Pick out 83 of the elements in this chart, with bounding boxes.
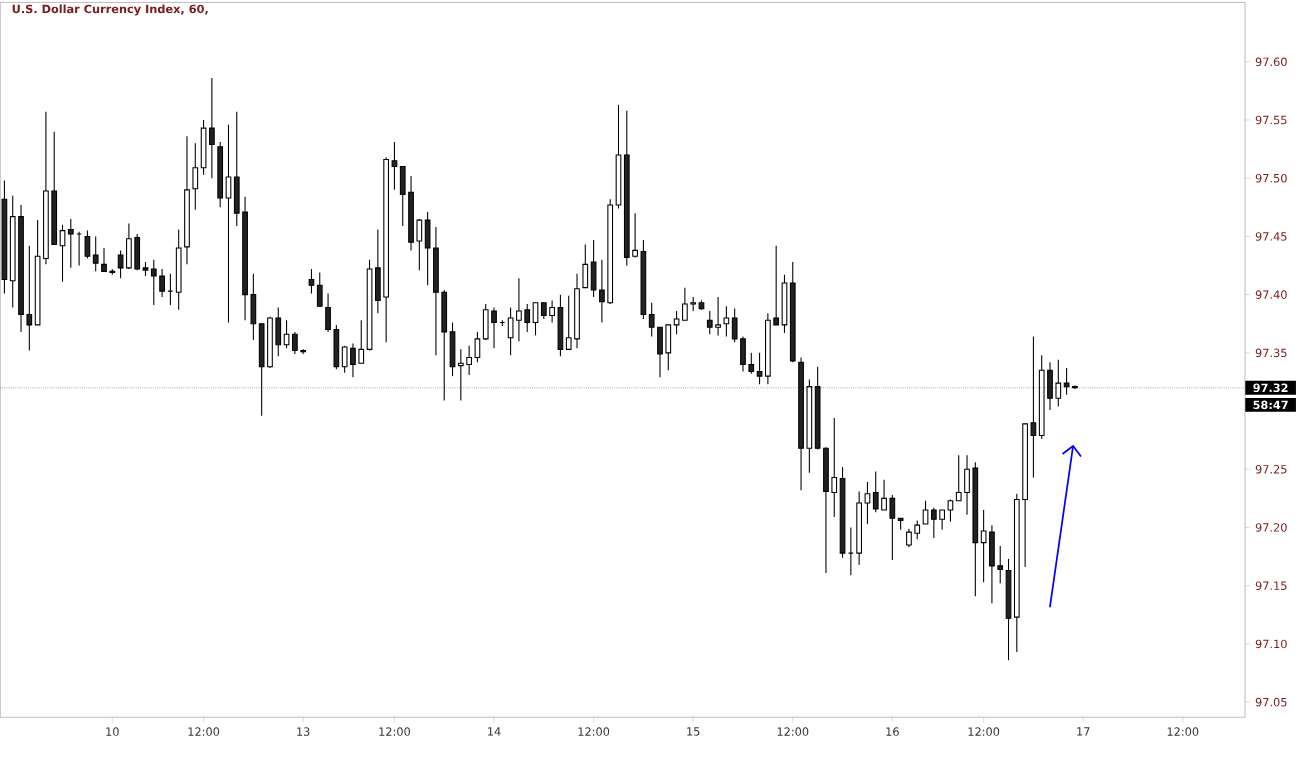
candlestick bbox=[889, 494, 896, 561]
candlestick bbox=[715, 296, 721, 336]
y-tick-label: 97.50 bbox=[1255, 173, 1287, 183]
candlestick bbox=[325, 292, 331, 333]
candlestick bbox=[283, 319, 290, 349]
y-tick-label: 97.25 bbox=[1255, 464, 1287, 474]
candlestick bbox=[549, 299, 555, 323]
candlestick bbox=[872, 470, 879, 513]
chart-title: U.S. Dollar Currency Index, 60, bbox=[12, 4, 208, 16]
x-tick-label: 12:00 bbox=[777, 727, 809, 736]
y-tick-label: 97.15 bbox=[1255, 581, 1287, 590]
x-tick-label: 12:00 bbox=[968, 727, 1000, 736]
candlestick bbox=[159, 268, 165, 298]
candlestick bbox=[673, 310, 680, 335]
candlestick bbox=[350, 342, 356, 378]
y-tick-label: 97.60 bbox=[1255, 57, 1287, 66]
candlestick bbox=[922, 500, 929, 525]
candlestick bbox=[150, 259, 157, 306]
candlestick bbox=[756, 352, 763, 385]
candlestick bbox=[632, 212, 638, 258]
candlestick bbox=[209, 77, 215, 179]
candlestick bbox=[773, 245, 780, 326]
candlestick bbox=[748, 352, 755, 375]
y-tick-label: 97.55 bbox=[1255, 115, 1287, 125]
candlestick bbox=[308, 268, 315, 294]
candlestick bbox=[731, 307, 738, 343]
y-tick-label: 97.35 bbox=[1255, 348, 1287, 358]
y-tick-label: 97.20 bbox=[1255, 523, 1287, 532]
candlestick bbox=[341, 345, 348, 374]
candlestick bbox=[682, 287, 688, 321]
candlestick bbox=[582, 243, 589, 289]
candlestick bbox=[167, 273, 174, 306]
x-tick-label: 15 bbox=[687, 727, 700, 736]
ref-line-label: 97.32 bbox=[1253, 383, 1288, 392]
y-tick-label: 97.45 bbox=[1255, 232, 1287, 241]
candlestick bbox=[292, 331, 298, 355]
candlestick bbox=[864, 481, 871, 525]
candlestick bbox=[906, 528, 912, 548]
candlestick bbox=[391, 141, 398, 191]
candlestick bbox=[706, 310, 713, 335]
x-tick-label: 16 bbox=[886, 727, 899, 736]
x-tick-label: 10 bbox=[106, 727, 119, 736]
candlestick bbox=[117, 249, 124, 279]
x-tick-label: 12:00 bbox=[1167, 727, 1199, 736]
candlestick bbox=[939, 509, 945, 531]
candlestick bbox=[101, 247, 107, 272]
candlestick bbox=[914, 519, 921, 540]
x-tick-label: 12:00 bbox=[578, 727, 610, 736]
candlestick bbox=[831, 417, 838, 518]
candlestick bbox=[980, 509, 987, 583]
candlestick bbox=[92, 235, 99, 272]
candlestick bbox=[84, 229, 91, 259]
y-tick-label: 97.05 bbox=[1255, 697, 1287, 707]
candlestick bbox=[358, 319, 365, 364]
x-tick-label: 12:00 bbox=[379, 727, 411, 736]
candlestick bbox=[930, 507, 937, 539]
candlestick bbox=[524, 303, 531, 333]
x-tick-label: 14 bbox=[488, 727, 501, 736]
candlestick bbox=[26, 245, 33, 351]
candlestick bbox=[491, 306, 497, 349]
candlestick bbox=[192, 142, 199, 211]
candlestick bbox=[507, 306, 514, 356]
candlestick bbox=[516, 277, 522, 342]
candlestick bbox=[964, 454, 970, 516]
candlestick bbox=[225, 124, 232, 323]
x-tick-label: 12:00 bbox=[188, 727, 220, 736]
x-tick-label: 17 bbox=[1077, 727, 1090, 736]
candlestick bbox=[416, 218, 423, 271]
candlestick bbox=[955, 454, 962, 502]
y-tick-label: 97.10 bbox=[1255, 639, 1287, 649]
y-tick-label: 97.40 bbox=[1255, 290, 1287, 299]
candlestick bbox=[565, 295, 572, 350]
candlestick bbox=[723, 305, 730, 337]
candlestick bbox=[466, 345, 472, 376]
text: 58:47 bbox=[1253, 400, 1288, 410]
candlestick bbox=[881, 479, 887, 511]
candlestick bbox=[648, 302, 655, 337]
candlestick bbox=[316, 271, 323, 307]
candlestick bbox=[997, 545, 1004, 584]
candlestick bbox=[599, 259, 605, 323]
candlestick bbox=[67, 218, 74, 269]
x-tick-label: 13 bbox=[297, 727, 310, 736]
candlestick bbox=[474, 331, 481, 363]
